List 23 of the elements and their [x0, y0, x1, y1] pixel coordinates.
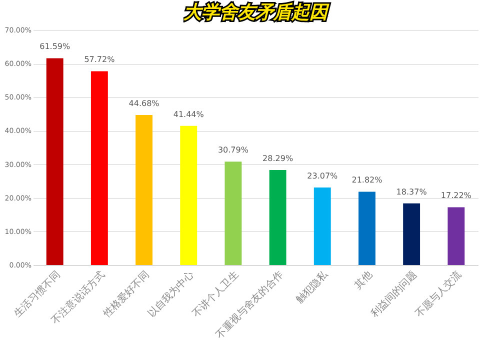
data-label: 23.07%	[307, 172, 338, 181]
x-tick-label: 触犯隐私	[293, 268, 331, 306]
data-label: 28.29%	[262, 154, 294, 164]
bar	[269, 170, 286, 265]
data-label: 18.37%	[396, 187, 428, 196]
data-label: 41.44%	[173, 110, 204, 119]
data-label: 57.72%	[84, 55, 116, 64]
data-label: 17.22%	[440, 191, 472, 200]
bar	[224, 162, 242, 265]
data-label: 30.79%	[218, 146, 249, 155]
x-tick-label: 其他	[352, 268, 375, 292]
data-label: 61.59%	[40, 42, 70, 52]
bar	[448, 207, 465, 265]
data-label: 44.68%	[128, 99, 160, 108]
chart-title: 大学舍友矛盾起因	[184, 2, 330, 23]
bar	[136, 115, 152, 265]
bar	[46, 58, 64, 265]
bar	[314, 188, 331, 265]
bar	[358, 192, 376, 265]
bar	[403, 203, 420, 265]
bar	[180, 126, 198, 265]
data-label: 21.82%	[352, 176, 383, 185]
bar	[90, 71, 108, 265]
